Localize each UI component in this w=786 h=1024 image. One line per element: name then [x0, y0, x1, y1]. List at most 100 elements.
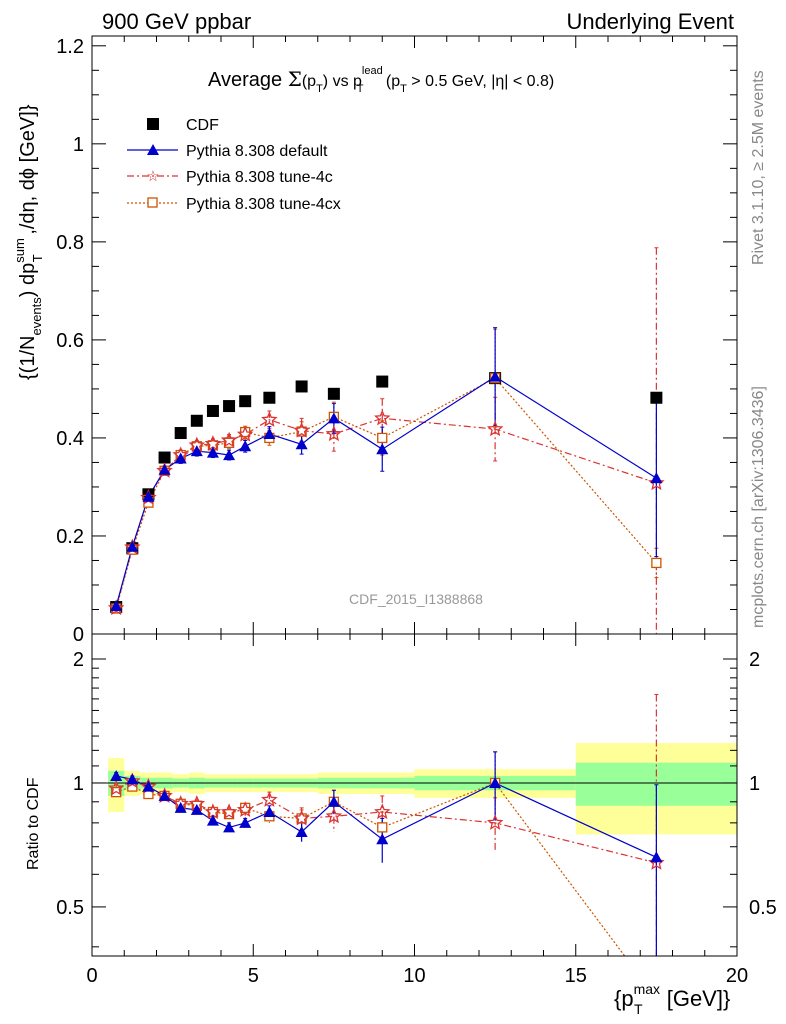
watermark: CDF_2015_I1388868	[349, 591, 483, 607]
main-point-series-1	[190, 445, 203, 457]
ratio-point-series-1	[295, 826, 308, 838]
main-point-series-0	[263, 391, 276, 404]
main-point-series-0	[190, 414, 203, 427]
main-y-tick-label: 0.6	[56, 330, 84, 352]
main-point-series-1	[650, 472, 663, 484]
rivet-label: Rivet 3.1.10, ≥ 2.5M events	[750, 70, 767, 265]
main-point-series-2	[220, 431, 238, 448]
main-point-series-2	[648, 474, 665, 491]
ratio-point-series-1	[158, 789, 171, 801]
main-point-series-1	[206, 446, 219, 458]
main-point-series-1	[263, 428, 276, 440]
xlabel-a: {p	[614, 986, 634, 1011]
xlabel-a-sup: max	[634, 981, 660, 997]
ratio-point-series-1	[174, 801, 187, 813]
ratio-y-tick-label-right: 1	[749, 773, 760, 795]
ratio-point-series-2	[293, 809, 310, 826]
main-point-series-1	[327, 412, 340, 424]
x-axis-label: {pmax T [GeV]}	[614, 981, 730, 1017]
legend: CDF Pythia 8.308 default ☆ Pythia 8.308 …	[127, 117, 341, 213]
legend-label-tune4c: Pythia 8.308 tune-4c	[186, 169, 333, 186]
ratio-y-ticks: 0.5 0.5 1 1 2 2	[56, 649, 777, 948]
ratio-point-series-1	[376, 833, 389, 845]
x-tick-label: 20	[726, 965, 748, 987]
main-point-series-1	[142, 490, 155, 502]
ratio-point-series-1	[239, 816, 252, 828]
ratio-point-series-2	[220, 803, 238, 820]
ratio-panel: 0.5 0.5 1 1 2 2 0 5 10 15 20	[56, 633, 777, 987]
legend-marker-default	[147, 144, 159, 155]
main-point-series-2	[107, 599, 125, 616]
title-c-sup: lead	[362, 65, 383, 77]
main-panel: 0 0.2 0.4 0.6 0.8 1 1.2 CDF_2015_I1388868	[56, 35, 738, 646]
legend-label-cdf: CDF	[186, 117, 219, 134]
main-point-series-1	[158, 463, 171, 475]
main-point-series-0	[295, 380, 308, 393]
main-point-series-0	[206, 404, 219, 417]
main-point-series-1	[295, 438, 308, 450]
ratio-point-series-3	[223, 808, 235, 820]
main-point-series-1	[239, 440, 252, 452]
title-b-sub: T	[316, 83, 323, 95]
ratio-point-series-2	[373, 803, 391, 820]
main-y-tick-label: 0.4	[56, 428, 84, 450]
main-point-series-1	[376, 443, 389, 455]
main-x-ticks	[91, 36, 738, 634]
main-point-series-2	[373, 409, 391, 426]
main-point-series-0	[223, 400, 236, 413]
main-y-tick-label: 1	[73, 134, 84, 156]
x-tick-label: 0	[86, 965, 97, 987]
ratio-point-series-1	[110, 769, 123, 781]
main-point-series-0	[239, 395, 252, 408]
header-right: Underlying Event	[566, 9, 734, 34]
ratio-point-series-1	[190, 803, 203, 815]
ratio-point-series-1	[142, 780, 155, 792]
title-a: Average	[208, 69, 288, 91]
main-line-series-3	[115, 377, 657, 609]
main-point-series-1	[223, 449, 236, 461]
ylabel-a: {(1/N	[17, 336, 39, 380]
ratio-series	[107, 693, 665, 956]
main-point-series-0	[327, 387, 340, 400]
title-c: ) vs p	[323, 73, 362, 90]
legend-label-tune4cx: Pythia 8.308 tune-4cx	[186, 196, 341, 213]
main-point-series-0	[158, 451, 171, 464]
main-line-series-1	[115, 375, 657, 607]
ratio-point-series-2	[107, 779, 125, 796]
ratio-point-series-2	[236, 801, 254, 817]
main-y-tick-label: 0.2	[56, 526, 84, 548]
ylabel-c: ,/dη, dϕ [GeV]}	[17, 104, 39, 240]
main-point-series-0	[174, 427, 187, 440]
x-tick-label: 10	[403, 965, 425, 987]
xlabel-b: [GeV]}	[661, 986, 731, 1011]
main-point-series-1	[489, 370, 502, 382]
ylabel-b: ) dp	[17, 263, 39, 297]
ratio-x-ticks: 0 5 10 15 20	[86, 634, 748, 987]
main-point-series-0	[376, 375, 389, 388]
title-b: (p	[302, 73, 316, 90]
ylabel-b-sub: T	[30, 254, 45, 262]
legend-marker-tune4cx	[147, 197, 158, 208]
ratio-point-series-1	[126, 773, 139, 785]
title-e: > 0.5 GeV, |η| < 0.8)	[407, 73, 554, 90]
main-point-series-3	[377, 432, 388, 444]
title-d-sub: T	[400, 83, 407, 95]
ratio-point-series-1	[263, 806, 276, 818]
x-tick-label: 15	[565, 965, 587, 987]
ratio-point-series-1	[489, 776, 502, 788]
ratio-point-series-2	[325, 807, 343, 824]
main-point-series-3	[651, 557, 662, 569]
ratio-y-tick-label: 0.5	[56, 897, 84, 919]
ratio-y-label: Ratio to CDF	[25, 777, 42, 870]
main-point-series-0	[650, 391, 663, 404]
ylabel-a-sub: events	[29, 297, 44, 336]
ratio-y-tick-label: 1	[73, 773, 84, 795]
ratio-point-series-1	[327, 795, 340, 807]
main-point-series-2	[486, 420, 504, 437]
main-point-series-1	[110, 600, 123, 612]
ratio-point-series-2	[648, 854, 665, 870]
mcplots-label: mcplots.cern.ch [arXiv:1306.3436]	[750, 386, 767, 628]
main-y-tick-label: 1.2	[56, 36, 84, 58]
main-point-series-2	[236, 425, 254, 442]
